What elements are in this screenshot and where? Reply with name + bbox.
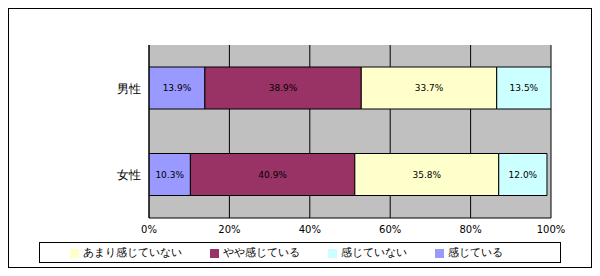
svg-text:100%: 100% — [537, 224, 566, 235]
html-text:やや感じている: やや感じている — [222, 246, 300, 259]
svg-text:女性: 女性 — [117, 168, 141, 182]
svg-text:0%: 0% — [141, 224, 157, 235]
html-text:感じていない: 感じていない — [340, 246, 407, 259]
svg-text:40.9%: 40.9% — [258, 170, 287, 180]
svg-text:13.9%: 13.9% — [163, 83, 192, 93]
svg-text:60%: 60% — [379, 224, 401, 235]
svg-text:33.7%: 33.7% — [415, 83, 444, 93]
svg-text:男性: 男性 — [117, 82, 141, 96]
svg-text:38.9%: 38.9% — [269, 83, 298, 93]
html-text:感じている: 感じている — [447, 246, 503, 259]
svg-text:20%: 20% — [218, 224, 240, 235]
svg-text:80%: 80% — [459, 224, 481, 235]
svg-text:35.8%: 35.8% — [412, 170, 441, 180]
html-text:あまり感じていない: あまり感じていない — [82, 246, 182, 259]
svg-text:10.3%: 10.3% — [155, 170, 184, 180]
svg-text:13.5%: 13.5% — [510, 83, 539, 93]
svg-text:40%: 40% — [299, 224, 321, 235]
svg-text:12.0%: 12.0% — [509, 170, 538, 180]
